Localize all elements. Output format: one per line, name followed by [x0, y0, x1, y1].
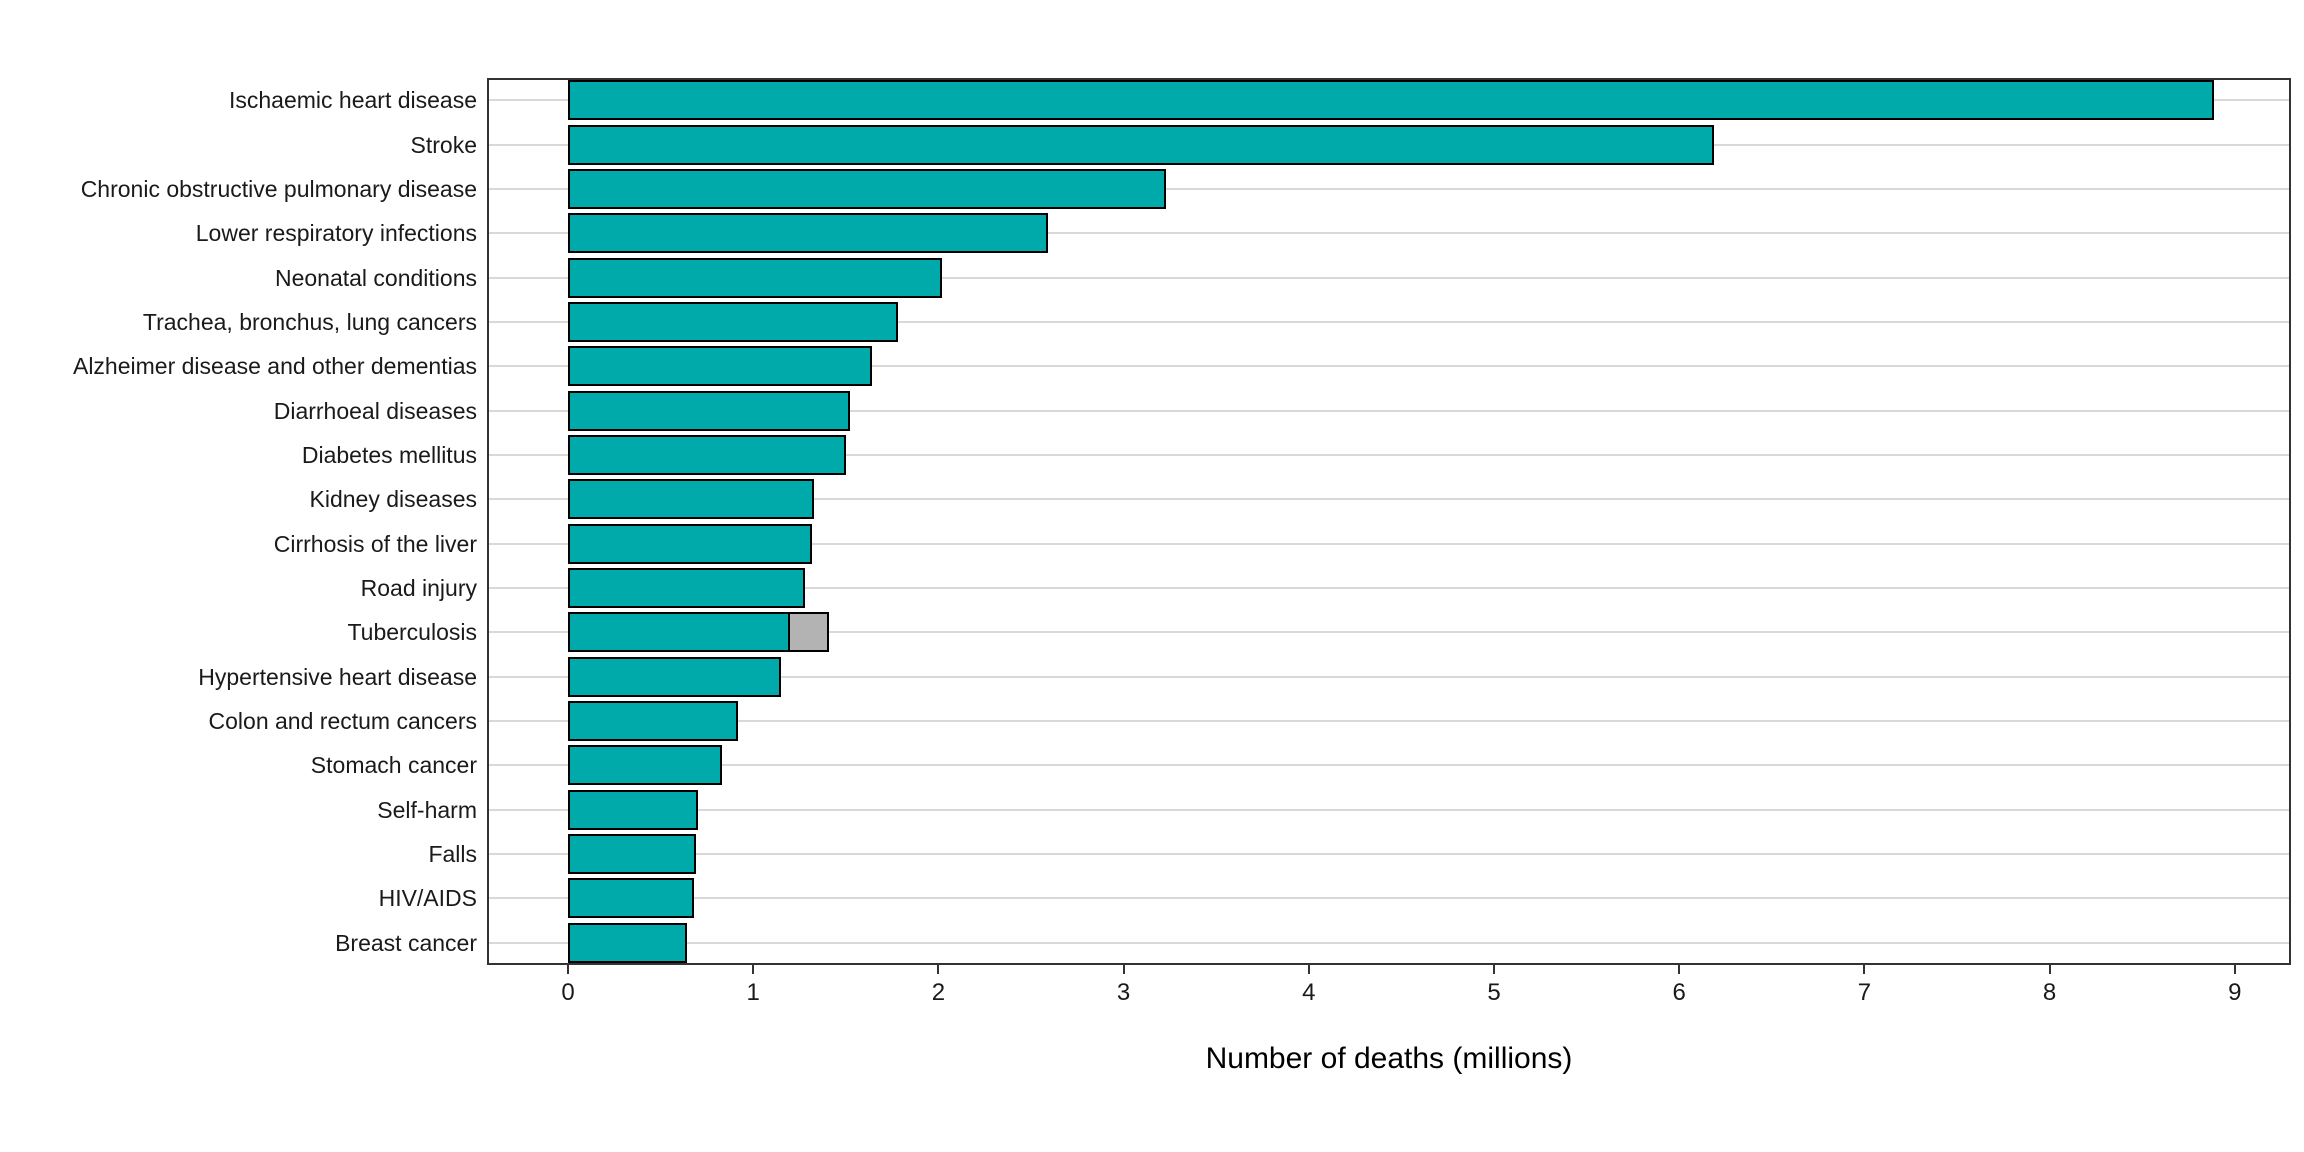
- gridline: [489, 675, 2289, 678]
- plot-panel: [487, 78, 2291, 965]
- x-tick-label: 5: [1487, 979, 1501, 1006]
- gridline: [489, 941, 2289, 944]
- gridline: [489, 587, 2289, 590]
- gridline: [489, 232, 2289, 235]
- category-label: Stomach cancer: [310, 752, 477, 779]
- x-tick-label: 9: [2228, 979, 2242, 1006]
- category-label: Breast cancer: [335, 929, 477, 956]
- bar-road-injury: [568, 568, 806, 609]
- bar-self-harm: [568, 789, 698, 830]
- category-label: Neonatal conditions: [274, 264, 477, 291]
- bar-lower-respiratory-infections: [568, 213, 1048, 254]
- category-label: Trachea, bronchus, lung cancers: [142, 308, 477, 335]
- gridline: [489, 498, 2289, 501]
- x-tick-label: 3: [1116, 979, 1131, 1006]
- bar-cirrhosis-of-the-liver: [568, 523, 813, 564]
- x-tick-label: 6: [1672, 979, 1686, 1006]
- category-label: Stroke: [410, 131, 477, 158]
- category-label: Diabetes mellitus: [301, 441, 477, 468]
- bar-tuberculosis: [568, 612, 791, 653]
- bar-stomach-cancer: [568, 745, 722, 786]
- category-label: Colon and rectum cancers: [208, 708, 477, 735]
- category-label: Chronic obstructive pulmonary disease: [80, 175, 477, 202]
- x-axis-tick: [937, 965, 940, 974]
- gridline: [489, 631, 2289, 634]
- category-label: Diarrhoeal diseases: [273, 397, 477, 424]
- x-axis-tick: [1678, 965, 1681, 974]
- x-axis-title: Number of deaths (millions): [1205, 1042, 1573, 1075]
- category-label: Alzheimer disease and other dementias: [72, 353, 477, 380]
- x-axis-tick: [2048, 965, 2051, 974]
- gridline: [489, 808, 2289, 811]
- category-label: Hypertensive heart disease: [198, 663, 477, 690]
- x-tick-label: 1: [746, 979, 760, 1006]
- gridline: [489, 365, 2289, 368]
- category-label: Falls: [428, 841, 477, 868]
- x-axis-tick: [2233, 965, 2236, 974]
- gridline: [489, 720, 2289, 723]
- bar-breast-cancer: [568, 922, 687, 963]
- bar-neonatal-conditions: [568, 257, 943, 298]
- category-label: Kidney diseases: [309, 486, 478, 513]
- x-tick-label: 4: [1302, 979, 1316, 1006]
- gridline: [489, 453, 2289, 456]
- category-label: Ischaemic heart disease: [228, 87, 477, 114]
- gridline: [489, 409, 2289, 412]
- bar-falls: [568, 834, 696, 875]
- x-axis-tick: [1307, 965, 1310, 974]
- bar-alzheimer-disease-and-other-dementias: [568, 346, 872, 387]
- bar-trachea-bronchus-lung-cancers: [568, 301, 898, 342]
- category-label: Road injury: [360, 575, 477, 602]
- x-axis-tick: [567, 965, 569, 974]
- bar-colon-and-rectum-cancers: [568, 701, 739, 742]
- x-tick-label: 7: [1857, 979, 1872, 1006]
- gridline: [489, 276, 2289, 279]
- gridline: [489, 764, 2289, 767]
- x-axis-tick: [1493, 965, 1495, 974]
- bar-diarrhoeal-diseases: [568, 390, 850, 431]
- gridline: [489, 320, 2289, 323]
- x-tick-label: 0: [561, 979, 575, 1006]
- x-axis-tick: [1863, 965, 1866, 974]
- x-axis-tick: [752, 965, 755, 974]
- x-tick-label: 2: [931, 979, 946, 1006]
- bar-stroke: [568, 124, 1715, 165]
- x-axis-tick: [1122, 965, 1125, 974]
- category-label: Lower respiratory infections: [195, 220, 477, 247]
- bar-kidney-diseases: [568, 479, 815, 520]
- category-label: Cirrhosis of the liver: [273, 530, 477, 557]
- x-tick-label: 8: [2042, 979, 2057, 1006]
- gridline: [489, 853, 2289, 856]
- category-label: Tuberculosis: [347, 619, 477, 646]
- bar-hypertensive-heart-disease: [568, 656, 781, 697]
- gridline: [489, 542, 2289, 545]
- category-label: HIV/AIDS: [378, 885, 477, 912]
- gridline: [489, 897, 2289, 900]
- bar-diabetes-mellitus: [568, 434, 846, 475]
- bar-chronic-obstructive-pulmonary-disease: [568, 168, 1167, 209]
- gridline: [489, 187, 2289, 190]
- bar-hiv-aids: [568, 878, 694, 919]
- bar-extra-segment: [787, 612, 830, 653]
- bar-ischaemic-heart-disease: [568, 80, 2215, 121]
- category-label: Self-harm: [377, 796, 477, 823]
